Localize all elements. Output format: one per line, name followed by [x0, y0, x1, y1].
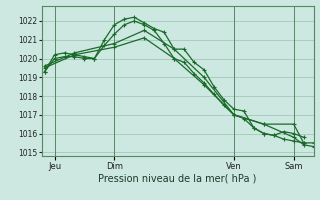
X-axis label: Pression niveau de la mer( hPa ): Pression niveau de la mer( hPa ): [99, 173, 257, 183]
